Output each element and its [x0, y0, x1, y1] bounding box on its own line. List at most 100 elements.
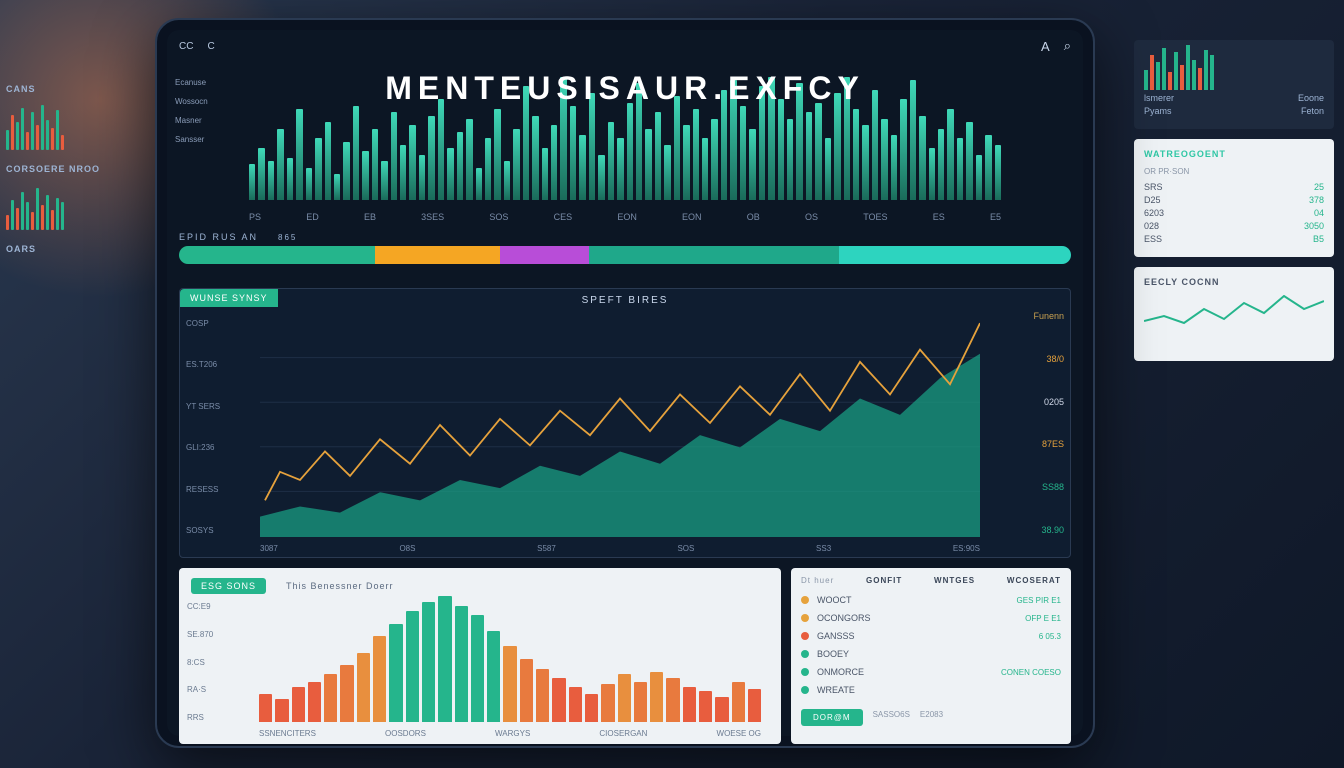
action-button[interactable]: DOR@M — [801, 709, 863, 726]
ambient-label: CANS — [6, 84, 144, 94]
list-item[interactable]: GANSSS 6 05.3 — [801, 627, 1061, 645]
list-item[interactable]: WREATE — [801, 681, 1061, 699]
axis-tick: ES — [933, 212, 945, 222]
axis-tick: CES — [554, 212, 573, 222]
item-name: GANSSS — [817, 631, 1031, 641]
axis-tick: OS — [805, 212, 818, 222]
axis-tick: 3SES — [421, 212, 444, 222]
item-value: OFP E E1 — [1025, 614, 1061, 623]
axis-tick: OB — [747, 212, 760, 222]
x-tick: O8S — [399, 544, 415, 553]
list-item[interactable]: OCONGORS OFP E E1 — [801, 609, 1061, 627]
item-name: BOOEY — [817, 649, 1053, 659]
tablet-topbar: CC C A ⌕ — [179, 38, 1071, 54]
hero-side-label: Masner — [175, 116, 208, 125]
y-tick: RRS — [187, 713, 213, 722]
col-label: GONFIT — [866, 576, 902, 585]
item-name: OCONGORS — [817, 613, 1017, 623]
mini-bar-chart — [1144, 50, 1324, 90]
card-title: WATREOGOENT — [1144, 149, 1324, 159]
stat-row: lsmererEoone — [1144, 93, 1324, 103]
side-list-header: Dt huer GONFIT WNTGES WCOSERAT — [801, 576, 1061, 585]
col-label: Dt huer — [801, 576, 834, 585]
tertiary-label: E2083 — [920, 710, 943, 719]
volume-tab[interactable]: ESG SONS — [191, 578, 266, 594]
y-tick: RA·S — [187, 685, 213, 694]
y-tick: ES.T206 — [186, 360, 220, 369]
volume-tab[interactable]: This Benessner Doerr — [276, 578, 404, 594]
stat-row: ESSB5 — [1144, 234, 1324, 244]
y-tick: COSP — [186, 319, 220, 328]
item-value: 6 05.3 — [1039, 632, 1061, 641]
main-price-chart[interactable]: WUNSE SYNSY SPEFT BIRES COSPES.T206YT SE… — [179, 288, 1071, 558]
x-tick: SS3 — [816, 544, 831, 553]
r-tick: 0205 — [1033, 397, 1064, 407]
card-subtitle: OR PR·SON — [1144, 167, 1324, 176]
search-icon[interactable]: ⌕ — [1064, 38, 1071, 54]
hero-section: EcanuseWossocnMasnerSansser MENTEUSISAUR… — [179, 58, 1071, 228]
list-item[interactable]: ONMORCE CONEN COESO — [801, 663, 1061, 681]
x-tick: ES:90S — [953, 544, 980, 553]
axis-tick: ED — [306, 212, 319, 222]
strip-value: 865 — [278, 233, 297, 242]
mini-candlestick-chart — [6, 180, 144, 230]
status-dot-icon — [801, 596, 809, 604]
x-tick: OOSDORS — [385, 729, 426, 738]
x-tick: WARGYS — [495, 729, 530, 738]
bottom-row: ESG SONS This Benessner Doerr CC:E9 SE.870… — [179, 568, 1071, 744]
topbar-label: C — [207, 41, 214, 52]
ambient-label: CORSOERE NROO — [6, 164, 144, 174]
x-tick: SOS — [677, 544, 694, 553]
ambient-mini-bars-card: lsmererEoone PyamsFeton — [1134, 40, 1334, 129]
ambient-right-panel: lsmererEoone PyamsFeton WATREOGOENT OR PR… — [1134, 30, 1344, 750]
strip-label: EPID RUS AN — [179, 232, 258, 242]
axis-tick: PS — [249, 212, 261, 222]
y-tick: GLI:236 — [186, 443, 220, 452]
mini-candlestick-chart — [6, 100, 144, 150]
status-dot-icon — [801, 614, 809, 622]
x-tick: SSNENCITERS — [259, 729, 316, 738]
r-tick: 87ES — [1033, 439, 1064, 449]
side-list-panel: Dt huer GONFIT WNTGES WCOSERAT WOOCT GES … — [791, 568, 1071, 744]
col-label: WCOSERAT — [1007, 576, 1061, 585]
x-tick: 3087 — [260, 544, 278, 553]
r-tick: Funenn — [1033, 311, 1064, 321]
r-tick: 38/0 — [1033, 354, 1064, 364]
main-tablet-frame: CC C A ⌕ EcanuseWossocnMasnerSansser MEN… — [155, 18, 1095, 748]
y-tick: 8:CS — [187, 658, 213, 667]
r-tick: SS88 — [1033, 482, 1064, 492]
status-dot-icon — [801, 632, 809, 640]
stat-row: 620304 — [1144, 208, 1324, 218]
y-tick: RESESS — [186, 485, 220, 494]
axis-tick: EON — [617, 212, 637, 222]
stat-row: PyamsFeton — [1144, 106, 1324, 116]
item-name: ONMORCE — [817, 667, 993, 677]
letter-a-icon[interactable]: A — [1041, 39, 1050, 54]
x-tick: WOESE OG — [717, 729, 761, 738]
secondary-label: SASSO6S — [873, 710, 910, 719]
y-tick: YT SERS — [186, 402, 220, 411]
item-name: WREATE — [817, 685, 1053, 695]
y-tick: CC:E9 — [187, 602, 213, 611]
list-item[interactable]: WOOCT GES PIR E1 — [801, 591, 1061, 609]
chart-y-axis: COSP ES.T206 YT SERS GLI:236 RESESS SOSYS — [186, 319, 220, 535]
volume-y-axis: CC:E9 SE.870 8:CS RA·S RRS — [187, 602, 213, 722]
y-tick: SOSYS — [186, 526, 220, 535]
y-tick: SE.870 — [187, 630, 213, 639]
ambient-stats-card: WATREOGOENT OR PR·SON SRS25D253786203040… — [1134, 139, 1334, 257]
r-tick: 38.90 — [1033, 525, 1064, 535]
list-item[interactable]: BOOEY — [801, 645, 1061, 663]
stat-row: D25378 — [1144, 195, 1324, 205]
hero-side-label: Sansser — [175, 135, 208, 144]
volume-tabs: ESG SONS This Benessner Doerr — [191, 578, 769, 594]
status-dot-icon — [801, 650, 809, 658]
topbar-label: CC — [179, 41, 193, 52]
axis-tick: TOES — [863, 212, 887, 222]
ambient-left-panel: CANS CORSOERE NROO OARS — [0, 60, 150, 700]
item-name: WOOCT — [817, 595, 1009, 605]
volume-panel: ESG SONS This Benessner Doerr CC:E9 SE.870… — [179, 568, 781, 744]
item-value: CONEN COESO — [1001, 668, 1061, 677]
ambient-line-card: EECLY COCNN — [1134, 267, 1334, 361]
segmented-progress-bar — [179, 246, 1071, 264]
item-value: GES PIR E1 — [1017, 596, 1061, 605]
